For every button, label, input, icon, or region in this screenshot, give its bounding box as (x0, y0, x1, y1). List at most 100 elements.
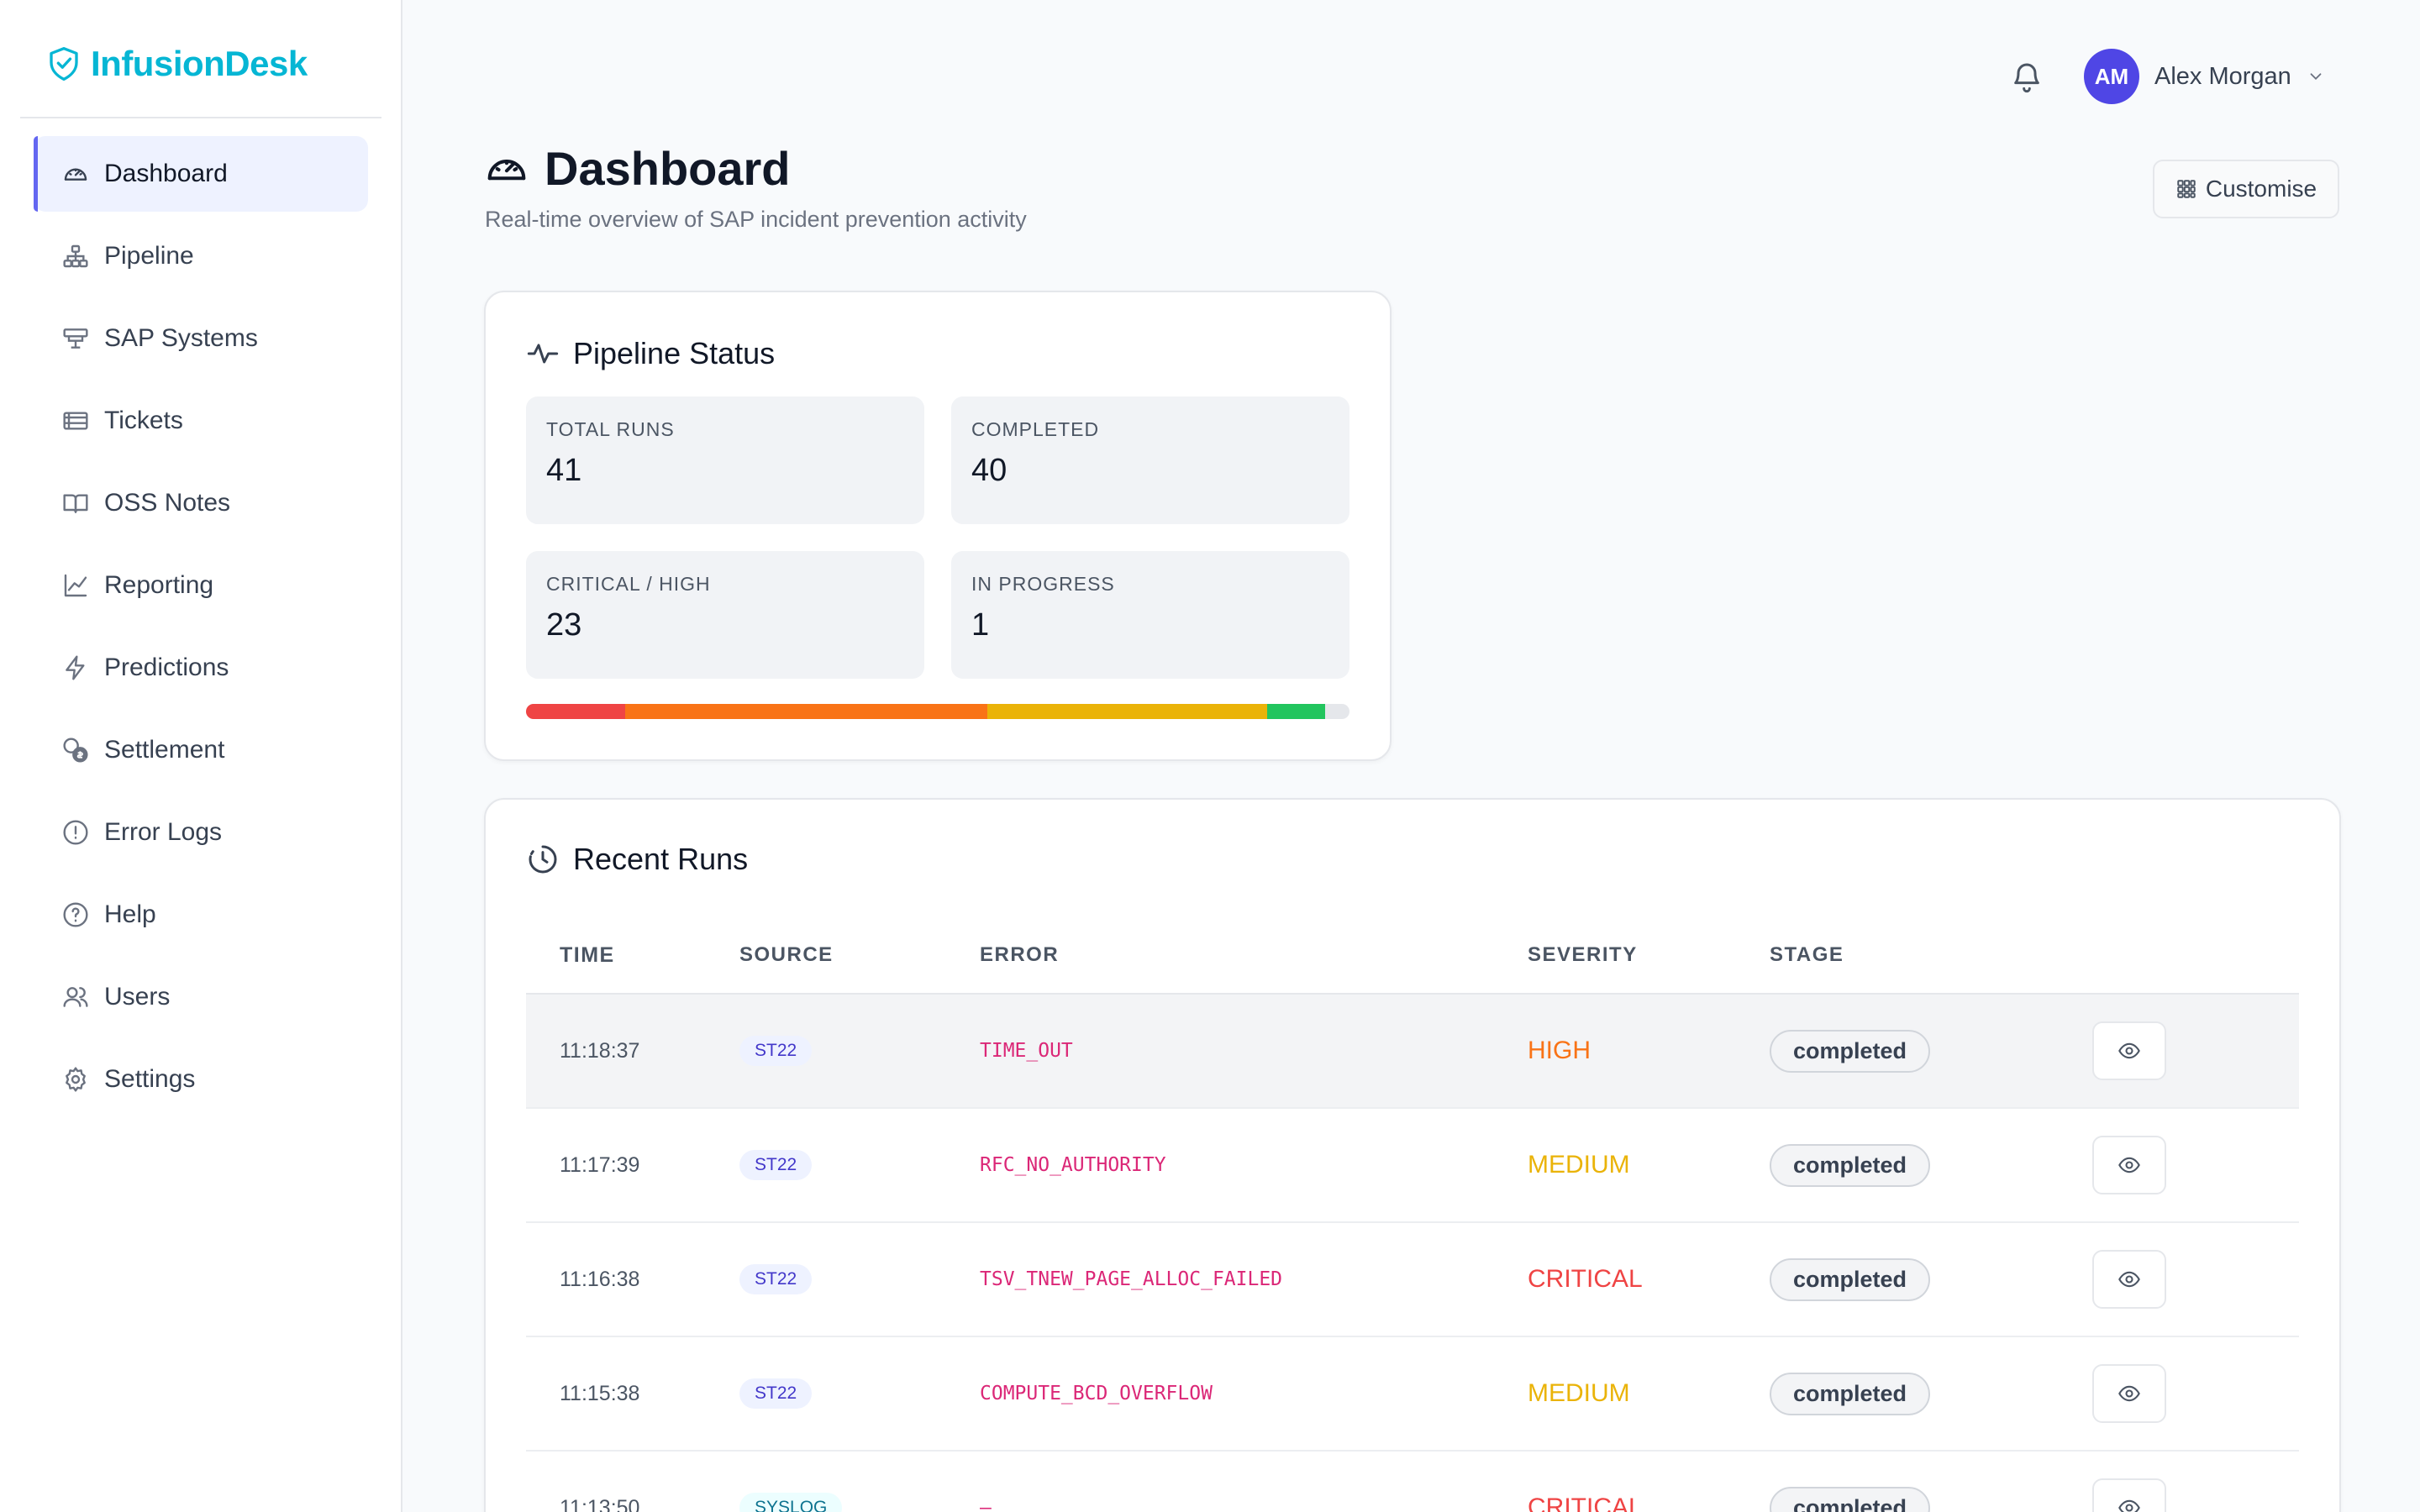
cell-time: 11:16:38 (560, 1267, 640, 1291)
cell-stage: completed (1770, 1029, 2092, 1073)
hierarchy-icon (63, 244, 88, 268)
runs-table: TIME SOURCE ERROR SEVERITY STAGE 11:18:3… (526, 917, 2299, 1512)
table-row[interactable]: 11:15:38 ST22 COMPUTE_BCD_OVERFLOW MEDIU… (526, 1337, 2299, 1452)
cell-severity: HIGH (1528, 1037, 1591, 1064)
sidebar-item-label: Tickets (104, 407, 183, 434)
cell-source: ST22 (739, 1378, 980, 1409)
view-button[interactable] (2092, 1136, 2166, 1194)
line-chart-icon (64, 574, 87, 597)
sidebar-item-label: SAP Systems (104, 324, 258, 352)
bell-icon[interactable] (2010, 60, 2044, 94)
book-icon (63, 494, 88, 513)
view-button[interactable] (2092, 1250, 2166, 1309)
cell-actions (2092, 1250, 2176, 1309)
sidebar-item-error-logs[interactable]: Error Logs (34, 795, 368, 870)
stage-badge: completed (1770, 1372, 1931, 1415)
view-button[interactable] (2092, 1478, 2166, 1512)
cell-stage: completed (1770, 1143, 2092, 1187)
table-row[interactable]: 11:16:38 ST22 TSV_TNEW_PAGE_ALLOC_FAILED… (526, 1223, 2299, 1337)
sidebar-item-label: Pipeline (104, 242, 194, 270)
sidebar-item-label: Settings (104, 1065, 196, 1093)
alert-circle-icon (63, 820, 88, 845)
eye-icon (2118, 1157, 2140, 1173)
column-header[interactable]: TIME (560, 942, 615, 967)
coins-icon (63, 738, 88, 763)
sidebar-item-oss-notes[interactable]: OSS Notes (34, 465, 368, 541)
customise-button[interactable]: Customise (2153, 160, 2339, 218)
cell-source: ST22 (739, 1036, 980, 1066)
user-menu[interactable]: AM Alex Morgan (2084, 49, 2325, 104)
sidebar-item-settlement[interactable]: Settlement (34, 712, 368, 788)
card-header: Recent Runs (526, 842, 748, 877)
sidebar-item-dashboard[interactable]: Dashboard (34, 136, 368, 212)
column-header[interactable]: STAGE (1770, 943, 1844, 966)
cell-time: 11:13:50 (560, 1495, 640, 1512)
stat-value: 41 (546, 453, 582, 488)
brand[interactable]: InfusionDesk (47, 40, 308, 87)
sidebar-item-settings[interactable]: Settings (34, 1042, 368, 1117)
severity-bar (526, 704, 1349, 719)
stat-label: CRITICAL / HIGH (546, 573, 711, 595)
card-title: Recent Runs (573, 842, 749, 876)
column-header[interactable]: ERROR (980, 943, 1060, 966)
source-badge: ST22 (739, 1150, 813, 1180)
eye-icon (2118, 1499, 2140, 1512)
sidebar-item-tickets[interactable]: Tickets (34, 383, 368, 459)
stage-badge: completed (1770, 1143, 1931, 1187)
cell-error: RFC_NO_AUTHORITY (980, 1154, 1166, 1176)
clock-icon (529, 845, 557, 874)
cell-actions (2092, 1478, 2176, 1512)
cell-stage: completed (1770, 1257, 2092, 1301)
brand-name: InfusionDesk (91, 44, 308, 83)
table-header: TIME SOURCE ERROR SEVERITY STAGE (526, 917, 2299, 995)
shield-check-icon (50, 47, 78, 81)
source-badge: ST22 (739, 1264, 813, 1294)
sidebar-item-predictions[interactable]: Predictions (34, 630, 368, 706)
sidebar-nav: Dashboard Pipeline SAP Systems Tickets O… (34, 136, 368, 1124)
sidebar-item-label: Predictions (104, 654, 229, 681)
severity-segment-critical (526, 704, 625, 719)
sidebar-item-users[interactable]: Users (34, 959, 368, 1035)
table-row[interactable]: 11:17:39 ST22 RFC_NO_AUTHORITY MEDIUM co… (526, 1109, 2299, 1223)
table-row[interactable]: 11:18:37 ST22 TIME_OUT HIGH completed (526, 995, 2299, 1109)
sidebar-item-pipeline[interactable]: Pipeline (34, 218, 368, 294)
sidebar: InfusionDesk Dashboard Pipeline SAP Syst… (0, 0, 402, 1512)
eye-icon (2118, 1385, 2140, 1402)
source-badge: ST22 (739, 1036, 813, 1066)
sidebar-item-sap-systems[interactable]: SAP Systems (34, 301, 368, 376)
severity-segment-high (624, 704, 987, 719)
stat-label: TOTAL RUNS (546, 418, 675, 440)
stat-label: COMPLETED (971, 418, 1100, 440)
severity-segment-low (1266, 704, 1325, 719)
sidebar-item-reporting[interactable]: Reporting (34, 548, 368, 623)
stat-total-runs: TOTAL RUNS 41 (526, 396, 924, 524)
gauge-icon (487, 159, 526, 180)
stat-label: IN PROGRESS (971, 573, 1115, 595)
cell-actions (2092, 1136, 2176, 1194)
stage-badge: completed (1770, 1029, 1931, 1073)
sidebar-item-label: Help (104, 900, 156, 928)
view-button[interactable] (2092, 1364, 2166, 1423)
table-row[interactable]: 11:13:50 SYSLOG — CRITICAL completed (526, 1452, 2299, 1512)
help-circle-icon (63, 902, 88, 927)
column-header[interactable]: SEVERITY (1528, 943, 1638, 966)
severity-segment-medium (986, 704, 1267, 719)
cell-source: ST22 (739, 1264, 980, 1294)
stage-badge: completed (1770, 1257, 1931, 1301)
cell-time: 11:17:39 (560, 1152, 640, 1177)
recent-runs-card: Recent Runs TIME SOURCE ERROR SEVERITY S… (484, 798, 2341, 1512)
sidebar-item-label: Settlement (104, 736, 225, 764)
sidebar-item-label: Dashboard (104, 160, 228, 187)
users-icon (63, 987, 88, 1007)
source-badge: SYSLOG (739, 1493, 843, 1512)
cell-severity: CRITICAL (1528, 1494, 1643, 1512)
sidebar-item-help[interactable]: Help (34, 877, 368, 953)
gear-icon (66, 1067, 86, 1092)
avatar: AM (2084, 49, 2139, 104)
cell-error: — (980, 1497, 992, 1512)
view-button[interactable] (2092, 1021, 2166, 1080)
user-name: Alex Morgan (2154, 62, 2291, 90)
server-icon (63, 328, 88, 349)
column-header[interactable]: SOURCE (739, 943, 834, 966)
pipeline-status-card: Pipeline Status TOTAL RUNS 41 COMPLETED … (484, 291, 1392, 761)
